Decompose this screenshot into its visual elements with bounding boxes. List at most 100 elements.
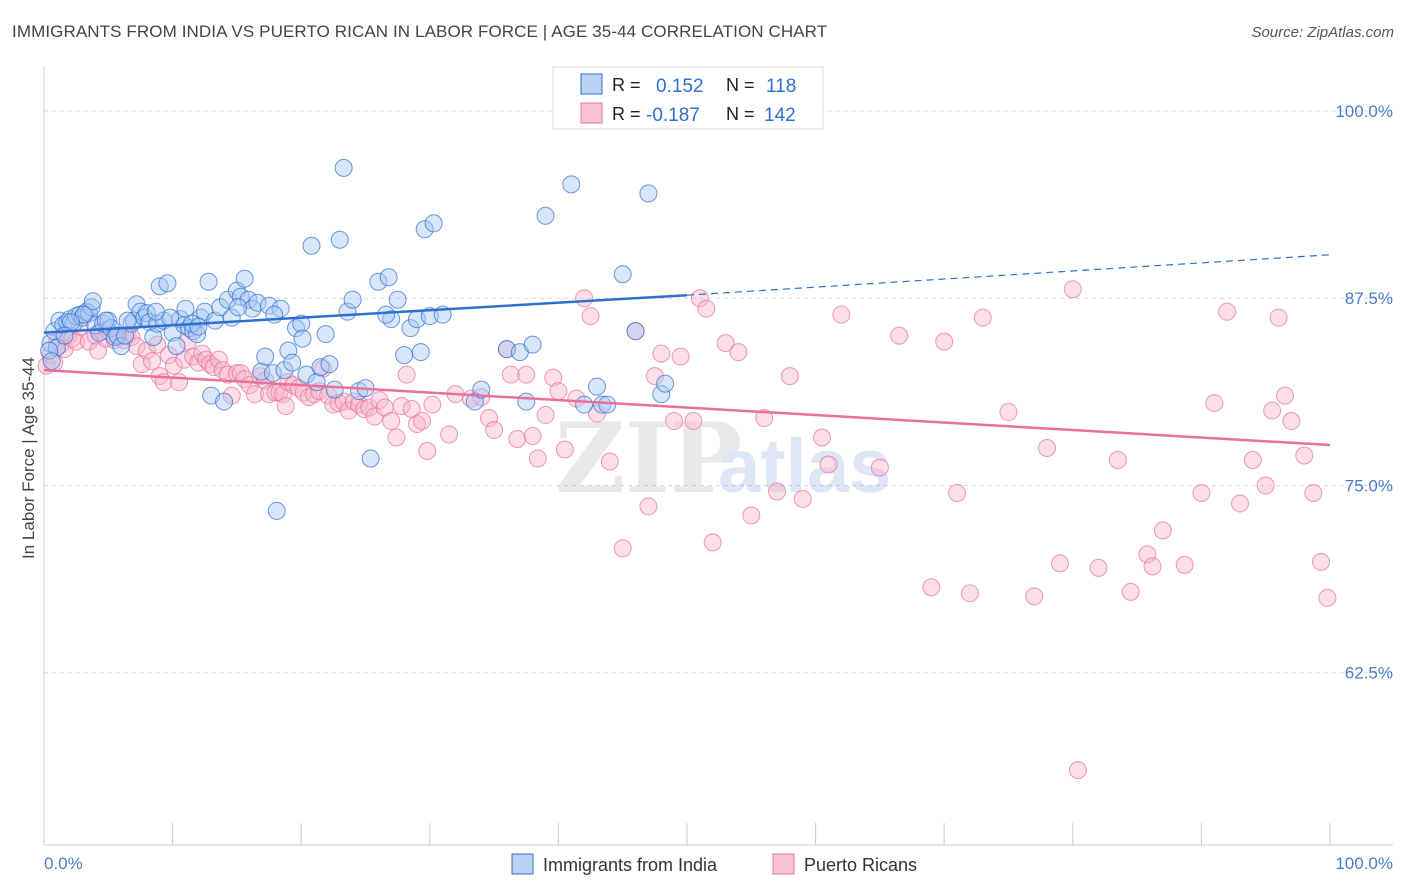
pr-point	[344, 392, 363, 411]
india-point	[334, 158, 353, 177]
pr-point	[407, 415, 426, 434]
pr-point	[508, 430, 527, 449]
pr-point	[440, 425, 459, 444]
pr-point	[1108, 450, 1127, 469]
pr-point	[1230, 494, 1249, 513]
india-point	[395, 346, 414, 365]
india-point	[325, 380, 344, 399]
trend-layer	[43, 254, 1331, 447]
pr-point	[339, 401, 358, 420]
pr-n-value: 142	[764, 105, 796, 126]
india-point	[41, 334, 60, 353]
india-point	[587, 377, 606, 396]
india-point	[279, 341, 298, 360]
india-point	[189, 317, 208, 336]
pr-point	[613, 539, 632, 558]
india-point	[96, 311, 115, 330]
india-trend-extension	[686, 254, 1331, 296]
pr-point	[127, 337, 146, 356]
y-tick-label: 87.5%	[1345, 289, 1393, 308]
india-point	[377, 305, 396, 324]
india-n-value: 118	[766, 76, 796, 97]
pr-point	[523, 427, 542, 446]
india-point	[626, 322, 645, 341]
pr-point	[999, 403, 1018, 422]
india-trend-line	[43, 293, 688, 334]
pr-point	[1175, 555, 1194, 574]
india-point	[82, 298, 101, 317]
x-tick-label-max: 100.0%	[1335, 854, 1393, 873]
pr-point	[1311, 552, 1330, 571]
india-point	[517, 392, 536, 411]
india-point	[293, 329, 312, 348]
x-tick-label-min: 0.0%	[44, 854, 83, 873]
pr-series-label: Puerto Ricans	[804, 855, 917, 875]
india-point	[260, 296, 279, 315]
india-point	[235, 269, 254, 288]
watermark-zip: ZIP	[555, 402, 742, 515]
pr-point	[813, 428, 832, 447]
india-point	[42, 352, 61, 371]
pr-point	[1138, 545, 1157, 564]
pr-point	[334, 392, 353, 411]
pr-point	[360, 398, 379, 417]
india-point	[263, 364, 282, 383]
india-point	[656, 374, 675, 393]
india-legend-swatch	[580, 73, 603, 95]
chart-source: Source: ZipAtlas.com	[1251, 24, 1394, 41]
india-point	[411, 343, 430, 362]
pr-point	[1121, 582, 1140, 601]
pr-point	[1263, 401, 1282, 420]
india-point	[283, 353, 302, 372]
pr-point	[170, 373, 189, 392]
axis-layer	[43, 66, 1393, 846]
pr-point	[544, 368, 563, 387]
pr-point	[164, 356, 183, 375]
pr-point	[143, 352, 162, 371]
india-point	[562, 175, 581, 194]
india-point	[167, 337, 186, 356]
india-point	[379, 268, 398, 287]
pr-point	[536, 406, 555, 425]
pr-point	[132, 355, 151, 374]
india-point	[112, 337, 131, 356]
india-point	[593, 395, 612, 414]
india-point	[598, 395, 617, 414]
pr-point	[575, 289, 594, 308]
pr-point	[697, 299, 716, 318]
india-point	[252, 362, 271, 381]
india-point	[575, 395, 594, 414]
watermark: ZIP atlas	[555, 402, 891, 515]
pr-point	[387, 428, 406, 447]
india-point	[343, 290, 362, 309]
pr-point	[528, 449, 547, 468]
india-series-swatch	[511, 853, 534, 875]
pr-point	[209, 350, 228, 369]
india-point	[83, 292, 102, 311]
india-point	[248, 293, 267, 312]
pr-point	[1025, 587, 1044, 606]
india-point	[55, 326, 74, 345]
india-point	[424, 214, 443, 233]
pr-point	[1063, 280, 1082, 299]
pr-point	[397, 365, 416, 384]
india-point	[639, 184, 658, 203]
chart-title: IMMIGRANTS FROM INDIA VS PUERTO RICAN IN…	[12, 22, 828, 41]
watermark-atlas: atlas	[718, 424, 891, 509]
y-tick-label: 75.0%	[1345, 476, 1393, 495]
pr-point	[245, 385, 264, 404]
pr-point	[299, 388, 318, 407]
india-point	[292, 314, 311, 333]
pr-point	[684, 412, 703, 431]
pr-r-label: R =	[612, 104, 641, 124]
india-point	[199, 272, 218, 291]
india-point	[176, 299, 195, 318]
pr-point	[948, 483, 967, 502]
pr-point	[600, 452, 619, 471]
pr-point	[780, 367, 799, 386]
pr-point	[935, 332, 954, 351]
pr-point	[1295, 446, 1314, 465]
pr-point	[1275, 386, 1294, 405]
pr-point	[479, 409, 498, 428]
pr-point	[1318, 588, 1337, 607]
